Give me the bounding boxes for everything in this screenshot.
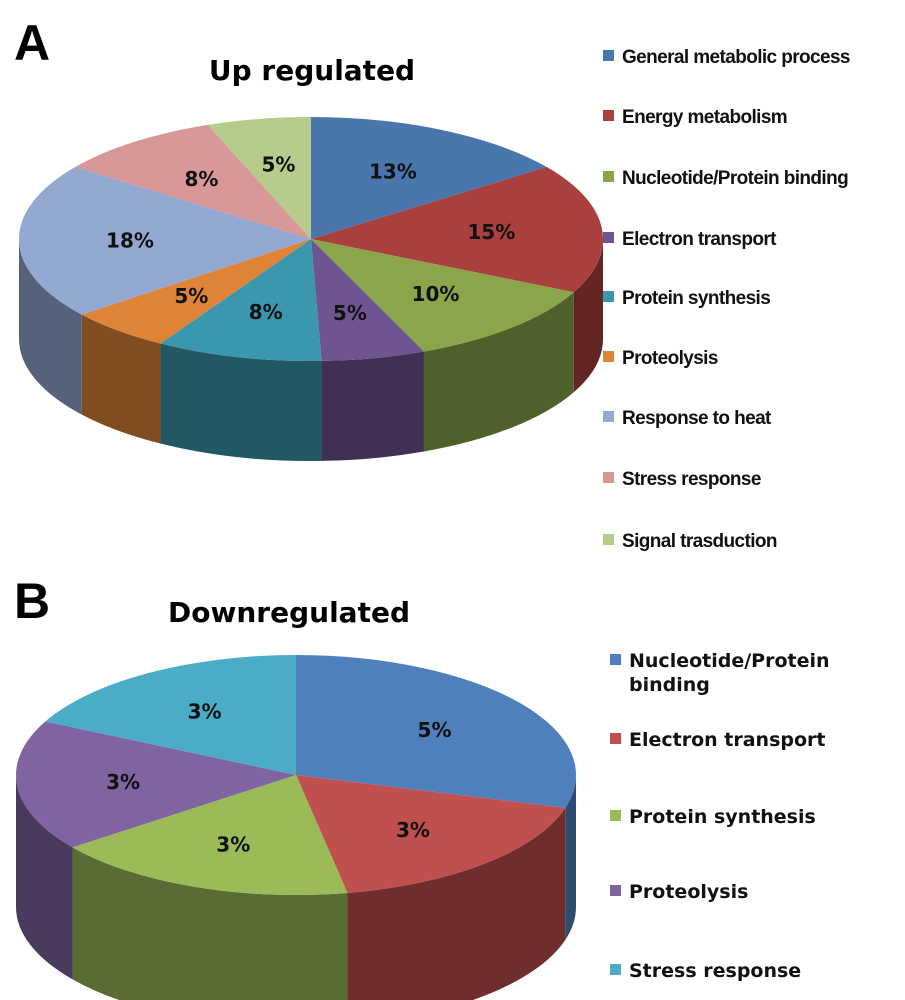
pie-chart-b: 5% 3% 3% 3% 3% bbox=[16, 655, 576, 1000]
legend-a-label-protein-synthesis: Protein synthesis bbox=[622, 288, 770, 309]
legend-a-label-general-metabolic-process: General metabolic process bbox=[622, 47, 850, 68]
pie-a-side-protein-synthesis bbox=[160, 343, 322, 461]
legend-b-swatch-stress-response bbox=[610, 964, 621, 975]
legend-a-swatch-general-metabolic-process bbox=[603, 50, 614, 61]
legend-a-label-nucleotide-protein-binding: Nucleotide/Protein binding bbox=[622, 168, 848, 189]
legend-b-swatch-electron-transport bbox=[610, 733, 621, 744]
legend-a-label-proteolysis: Proteolysis bbox=[622, 348, 718, 369]
legend-a-swatch-proteolysis bbox=[603, 351, 614, 362]
legend-a-label-stress-response: Stress response bbox=[622, 469, 761, 490]
pie-b-slice-protein-synthesis bbox=[72, 775, 348, 895]
pie-b-label-proteolysis: 3% bbox=[106, 770, 140, 794]
pie-b-label-protein-synthesis: 3% bbox=[216, 832, 250, 856]
pie-a-label-nucleotide-protein-binding: 10% bbox=[412, 282, 460, 306]
legend-a-label-response-to-heat: Response to heat bbox=[622, 408, 772, 429]
pie-a-label-proteolysis: 5% bbox=[174, 284, 208, 308]
pie-chart-a: 13% 15% 10% 5% 8% 5% 18% 8% 5% bbox=[18, 117, 603, 461]
pie-b-side-protein-synthesis bbox=[72, 847, 348, 1000]
pie-a-label-signal-trasduction: 5% bbox=[262, 153, 296, 177]
pie-a-slice-energy-metabolism bbox=[311, 166, 603, 293]
legend-a-swatch-protein-synthesis bbox=[603, 291, 614, 302]
legend-a-swatch-response-to-heat bbox=[603, 411, 614, 422]
legend-a: General metabolic process Energy metaboli… bbox=[603, 47, 851, 552]
legend-b-label-protein-synthesis: Protein synthesis bbox=[629, 806, 816, 828]
pie-b-label-stress-response: 3% bbox=[188, 700, 222, 724]
pie-a-label-energy-metabolism: 15% bbox=[467, 220, 515, 244]
pie-a-label-general-metabolic-process: 13% bbox=[369, 160, 417, 184]
legend-a-label-electron-transport: Electron transport bbox=[622, 229, 777, 250]
pie-a-side-response-to-heat bbox=[18, 239, 82, 415]
panel-letter-a: A bbox=[14, 15, 50, 71]
pie-a-slice-signal-trasduction bbox=[207, 117, 311, 239]
legend-b-swatch-protein-synthesis bbox=[610, 810, 621, 821]
pie-b-slice-nucleotide-protein-binding bbox=[296, 655, 576, 808]
pie-b-side-nucleotide-protein-binding bbox=[565, 775, 576, 940]
pie-a-side-proteolysis bbox=[81, 314, 161, 444]
pie-a-slice-nucleotide-protein-binding bbox=[311, 239, 574, 352]
pie-a-label-stress-response: 8% bbox=[184, 167, 218, 191]
pie-b-side-proteolysis bbox=[16, 775, 73, 980]
pie-b-label-electron-transport: 3% bbox=[396, 818, 430, 842]
legend-b-label-nucleotide-protein-binding: Nucleotide/Protein binding bbox=[629, 650, 830, 696]
pie-a-side-electron-transport bbox=[321, 351, 424, 461]
pie-b-slice-stress-response bbox=[45, 655, 296, 775]
pie-a-side-energy-metabolism bbox=[573, 239, 603, 393]
pie-a-slice-stress-response bbox=[75, 124, 311, 239]
pie-b-slice-electron-transport bbox=[296, 775, 566, 893]
legend-b-label-electron-transport: Electron transport bbox=[629, 729, 826, 751]
legend-b-label-stress-response: Stress response bbox=[629, 960, 801, 982]
pie-a-label-protein-synthesis: 8% bbox=[249, 300, 283, 324]
legend-a-swatch-nucleotide-protein-binding bbox=[603, 171, 614, 182]
pie-a-slice-response-to-heat bbox=[19, 166, 311, 315]
legend-a-label-energy-metabolism: Energy metabolism bbox=[622, 107, 787, 128]
pie-b-side-electron-transport bbox=[347, 807, 566, 1000]
chart-title-a: Up regulated bbox=[209, 54, 415, 87]
legend-a-swatch-signal-trasduction bbox=[603, 534, 614, 545]
pie-a-side-nucleotide-protein-binding bbox=[423, 292, 574, 452]
chart-title-b: Downregulated bbox=[168, 596, 410, 629]
legend-b-swatch-nucleotide-protein-binding bbox=[610, 654, 621, 665]
pie-a-label-response-to-heat: 18% bbox=[106, 228, 154, 252]
legend-a-swatch-energy-metabolism bbox=[603, 110, 614, 121]
legend-b-swatch-proteolysis bbox=[610, 885, 621, 896]
pie-a-slice-general-metabolic-process bbox=[311, 117, 547, 239]
legend-a-swatch-electron-transport bbox=[603, 232, 614, 243]
pie-a-label-electron-transport: 5% bbox=[333, 301, 367, 325]
pie-a-slice-electron-transport bbox=[311, 239, 424, 361]
legend-b: Nucleotide/Protein binding Electron transp… bbox=[610, 650, 830, 982]
pie-b-label-nucleotide-protein-binding: 5% bbox=[418, 718, 452, 742]
legend-a-label-signal-trasduction: Signal trasduction bbox=[622, 531, 777, 552]
pie-b-slice-proteolysis bbox=[16, 721, 297, 848]
panel-letter-b: B bbox=[14, 573, 50, 629]
legend-a-swatch-stress-response bbox=[603, 472, 614, 483]
legend-b-label-proteolysis: Proteolysis bbox=[629, 881, 748, 903]
pie-a-slice-proteolysis bbox=[81, 239, 312, 344]
pie-a-slice-protein-synthesis bbox=[160, 239, 322, 361]
